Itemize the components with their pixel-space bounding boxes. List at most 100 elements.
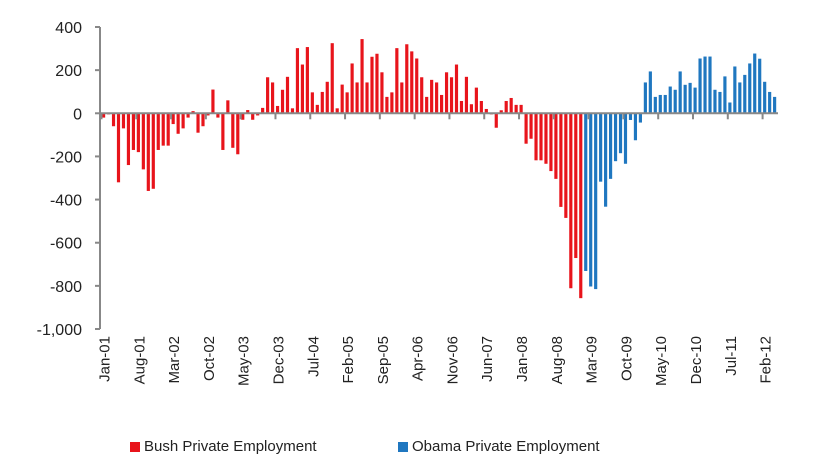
bar-bush (176, 113, 180, 134)
x-tick-label: Mar-09 (584, 336, 601, 384)
x-tick-label: Jan-01 (96, 336, 113, 382)
bar-obama (589, 113, 593, 287)
bar-bush (325, 81, 329, 114)
bar-bush (539, 113, 543, 161)
bar-bush (350, 63, 354, 114)
y-tick-label: 400 (55, 20, 82, 37)
bar-obama (763, 81, 767, 114)
bar-obama (748, 63, 752, 114)
y-tick-label: -200 (50, 149, 82, 166)
legend-item-bush: Bush Private Employment (130, 438, 317, 455)
bar-obama (663, 94, 667, 114)
bar-bush (256, 113, 260, 116)
bar-bush (121, 113, 126, 129)
legend-label-obama: Obama Private Employment (412, 438, 600, 455)
bar-bush (444, 72, 449, 114)
bar-obama (703, 56, 707, 114)
bar-bush (131, 113, 135, 150)
bar-bush (102, 113, 106, 118)
bar-bush (514, 104, 518, 114)
bar-bush (136, 113, 140, 153)
x-tick-label: Jan-08 (514, 336, 531, 382)
bar-bush (425, 96, 429, 114)
bar-bush (236, 113, 240, 155)
x-tick-label: Dec-03 (270, 336, 287, 384)
bar-bush (574, 113, 578, 259)
bar-obama (623, 113, 628, 164)
bar-bush (171, 113, 175, 125)
bar-obama (728, 102, 732, 114)
bar-obama (643, 82, 647, 114)
bar-bush (504, 100, 508, 114)
bar-bush (499, 110, 503, 114)
bar-bush (415, 58, 419, 114)
x-tick-label: Oct-09 (618, 336, 635, 381)
x-tick-label: Aug-08 (549, 336, 566, 384)
bar-bush (246, 110, 250, 114)
x-tick-label: Jun-07 (479, 336, 496, 382)
bar-bush (126, 113, 131, 166)
bar-bush (519, 104, 523, 114)
bar-bush (335, 108, 339, 114)
bar-bush (365, 82, 369, 114)
bar-bush (156, 113, 160, 150)
y-tick-label: -600 (50, 236, 82, 253)
x-tick-label: Aug-01 (131, 336, 148, 384)
bar-bush (390, 92, 394, 114)
y-tick-label: 0 (73, 106, 82, 123)
bar-bush (161, 113, 165, 146)
bar-bush (290, 108, 295, 114)
bar-bush (310, 92, 314, 114)
bar-bush (251, 113, 255, 120)
bar-obama (683, 84, 687, 114)
bar-obama (733, 66, 737, 114)
bar-obama (599, 113, 603, 182)
bar-bush (435, 82, 439, 114)
bar-bush (186, 113, 190, 118)
bar-bush (479, 100, 483, 114)
bar-bush (554, 113, 558, 179)
bar-obama (773, 96, 777, 114)
y-tick-label: -800 (50, 279, 82, 296)
bar-bush (111, 113, 116, 127)
bar-obama (668, 86, 672, 114)
bar-bush (201, 113, 205, 127)
bar-obama (768, 91, 772, 114)
bar-bush (469, 104, 473, 114)
bar-bush (549, 113, 553, 172)
bar-bush (116, 113, 121, 183)
bar-obama (584, 113, 588, 271)
bar-bush (454, 64, 459, 114)
bar-obama (758, 58, 762, 114)
bar-bush (375, 53, 379, 114)
bar-obama (743, 74, 747, 114)
bar-bush (440, 94, 444, 114)
x-tick-label: Dec-10 (688, 336, 705, 384)
bar-bush (494, 113, 498, 128)
bar-bush (534, 113, 538, 161)
legend-swatch-bush (130, 441, 140, 452)
bar-bush (315, 104, 319, 114)
bar-bush (196, 113, 200, 133)
bar-bush (141, 113, 145, 170)
x-tick-label: May-10 (653, 336, 670, 386)
bar-bush (564, 113, 568, 218)
bar-bush (146, 113, 150, 191)
bar-obama (628, 113, 633, 120)
x-tick-label: Sep-05 (375, 336, 392, 384)
bar-bush (266, 77, 270, 114)
bar-bush (216, 113, 220, 118)
bar-bush (241, 113, 245, 120)
bar-obama (653, 96, 657, 114)
bar-bush (300, 64, 304, 114)
legend-label-bush: Bush Private Employment (144, 438, 317, 455)
bar-bush (509, 97, 513, 114)
bar-bush (410, 51, 414, 114)
bar-bush (484, 108, 488, 114)
legend-swatch-obama (398, 441, 408, 452)
bar-bush (385, 96, 389, 114)
bar-bush (211, 89, 215, 114)
bar-bush (261, 107, 265, 114)
bar-bush (206, 113, 210, 116)
